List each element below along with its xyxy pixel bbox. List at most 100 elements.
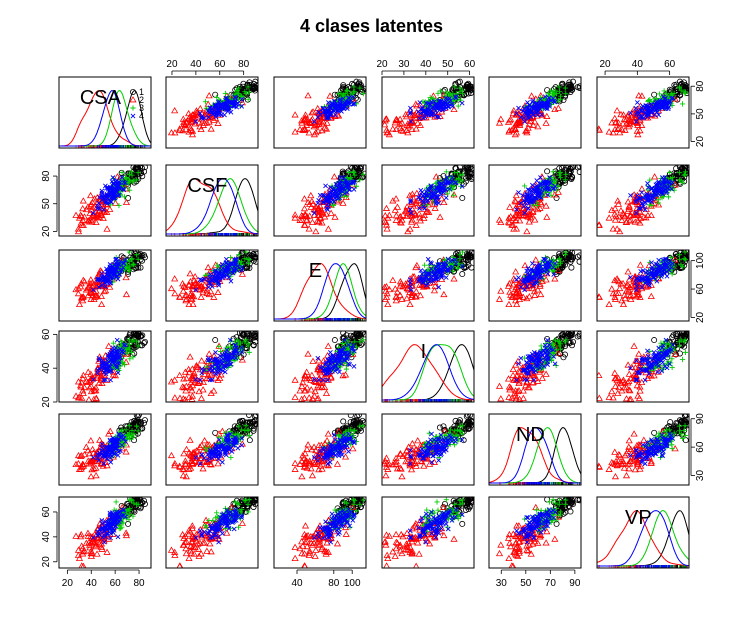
data-point bbox=[301, 211, 310, 219]
data-point bbox=[413, 102, 421, 109]
data-point bbox=[537, 181, 543, 187]
data-point bbox=[291, 111, 299, 118]
data-point bbox=[542, 94, 548, 100]
data-point bbox=[523, 294, 531, 302]
data-point bbox=[416, 101, 425, 109]
data-point bbox=[609, 225, 617, 232]
data-point bbox=[337, 186, 343, 192]
data-point bbox=[357, 177, 363, 183]
data-point bbox=[670, 95, 676, 101]
data-point bbox=[522, 207, 531, 214]
data-point bbox=[416, 217, 424, 224]
data-point bbox=[651, 91, 658, 98]
panel-frame bbox=[165, 249, 259, 322]
data-point bbox=[459, 263, 465, 269]
panel-frame bbox=[273, 76, 367, 149]
data-point bbox=[72, 211, 80, 218]
data-point bbox=[523, 227, 531, 235]
data-point bbox=[444, 191, 450, 197]
data-point bbox=[656, 112, 662, 118]
data-point bbox=[291, 128, 299, 135]
data-point bbox=[84, 284, 92, 292]
data-point bbox=[187, 118, 196, 125]
data-point bbox=[86, 209, 94, 216]
data-point bbox=[654, 103, 660, 109]
data-point bbox=[526, 214, 535, 221]
data-point bbox=[426, 271, 432, 276]
data-point bbox=[90, 287, 96, 293]
data-point bbox=[318, 120, 326, 127]
data-point bbox=[452, 84, 458, 90]
scatter-panel-CSA-vs-VP bbox=[596, 76, 690, 149]
data-point bbox=[207, 105, 213, 111]
data-point bbox=[242, 256, 248, 262]
data-point bbox=[188, 111, 196, 118]
data-point bbox=[233, 95, 238, 101]
data-point bbox=[341, 170, 348, 177]
data-point bbox=[114, 267, 120, 273]
data-point bbox=[528, 92, 536, 99]
panel-frame bbox=[273, 164, 367, 237]
data-point bbox=[239, 94, 245, 100]
data-point bbox=[617, 207, 625, 214]
data-point bbox=[392, 297, 400, 304]
data-point bbox=[216, 271, 221, 277]
data-point bbox=[391, 285, 399, 292]
data-point bbox=[431, 278, 439, 286]
data-point bbox=[196, 104, 204, 112]
data-point bbox=[621, 212, 629, 220]
data-point bbox=[110, 268, 116, 274]
data-point bbox=[417, 193, 423, 199]
data-point bbox=[521, 106, 527, 111]
data-point bbox=[227, 99, 233, 105]
data-point bbox=[576, 252, 581, 259]
data-point bbox=[676, 177, 683, 183]
data-point bbox=[468, 264, 474, 271]
data-point bbox=[331, 213, 339, 220]
data-point bbox=[455, 265, 461, 271]
data-point bbox=[219, 267, 224, 273]
data-point bbox=[122, 174, 128, 181]
data-point bbox=[224, 98, 230, 104]
data-point bbox=[634, 193, 640, 199]
data-point bbox=[412, 125, 420, 132]
data-point bbox=[448, 170, 455, 177]
data-point bbox=[238, 99, 246, 106]
data-point bbox=[337, 180, 343, 186]
data-point bbox=[315, 200, 321, 206]
data-point bbox=[538, 175, 543, 180]
data-point bbox=[76, 283, 85, 290]
data-point bbox=[437, 102, 443, 108]
data-point bbox=[118, 186, 123, 192]
data-point bbox=[453, 179, 459, 185]
data-point bbox=[421, 115, 426, 121]
data-point bbox=[614, 197, 622, 204]
data-point bbox=[436, 284, 442, 290]
data-point bbox=[465, 173, 472, 180]
data-point bbox=[231, 103, 237, 109]
data-point bbox=[331, 91, 338, 98]
data-point bbox=[550, 169, 556, 175]
data-point bbox=[657, 98, 663, 104]
data-point bbox=[338, 90, 344, 96]
data-point bbox=[463, 250, 470, 257]
data-point bbox=[291, 214, 299, 221]
data-point bbox=[505, 300, 513, 308]
data-point bbox=[463, 165, 470, 170]
data-point bbox=[207, 287, 215, 295]
data-point bbox=[647, 177, 653, 183]
data-point bbox=[171, 129, 179, 136]
data-point bbox=[398, 216, 406, 223]
data-point bbox=[86, 191, 95, 199]
data-point bbox=[408, 280, 413, 286]
data-point bbox=[445, 103, 451, 109]
data-point bbox=[530, 186, 536, 192]
data-point bbox=[557, 175, 564, 181]
data-point bbox=[434, 185, 439, 191]
data-point bbox=[649, 186, 654, 192]
data-point bbox=[330, 173, 338, 180]
data-point bbox=[392, 216, 400, 223]
density-panel-CSF: CSF bbox=[165, 164, 259, 237]
data-point bbox=[429, 275, 434, 280]
data-point bbox=[240, 252, 247, 259]
